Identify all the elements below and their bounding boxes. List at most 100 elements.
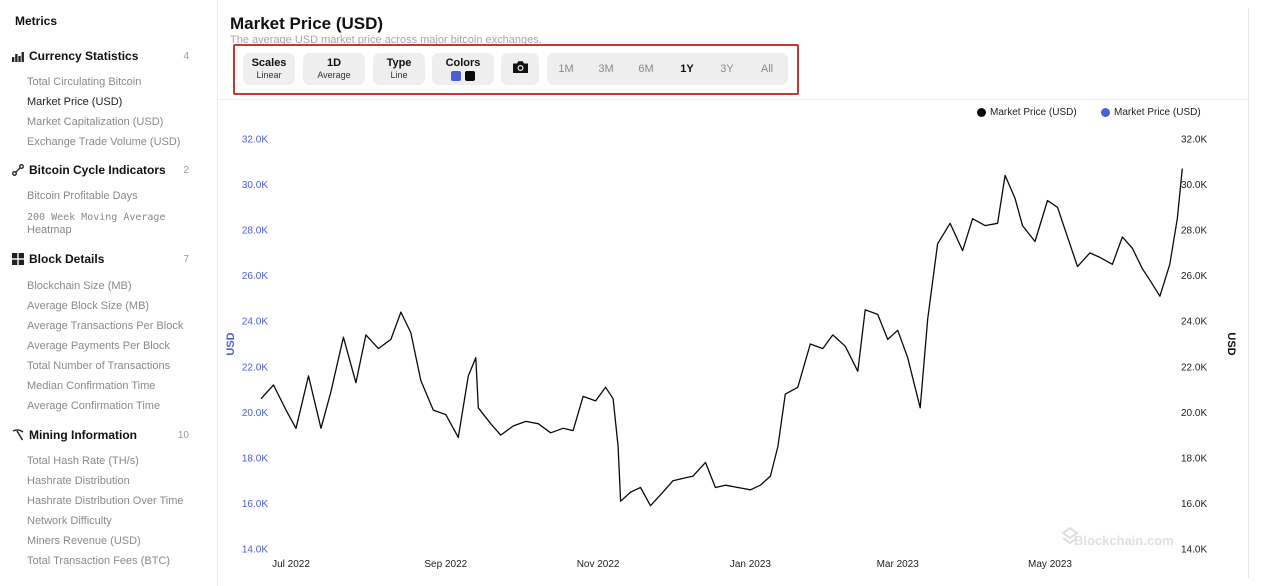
section-label: Block Details	[29, 252, 105, 266]
legend-dot	[1101, 108, 1110, 117]
y-tick-right: 30.0K	[1181, 180, 1207, 191]
type-button[interactable]: Type Line	[373, 53, 425, 85]
range-6m[interactable]: 6M	[638, 63, 654, 75]
sidebar-title: Metrics	[15, 14, 58, 28]
y-tick-right: 18.0K	[1181, 453, 1207, 464]
sidebar-item-heatmap[interactable]: Heatmap	[27, 224, 72, 236]
y-tick-right: 24.0K	[1181, 317, 1207, 328]
sidebar-item-bitcoin-profitable-days[interactable]: Bitcoin Profitable Days	[27, 190, 138, 202]
interval-value: Average	[317, 70, 351, 80]
y-tick-left: 18.0K	[242, 453, 268, 464]
sidebar-item-avg-tx-per-block[interactable]: Average Transactions Per Block	[27, 320, 184, 332]
range-1m[interactable]: 1M	[558, 63, 574, 75]
section-count: 7	[183, 253, 189, 265]
y-axis-left-label: USD	[225, 332, 237, 355]
color-swatch-black[interactable]	[465, 71, 475, 81]
time-range-group: 1M 3M 6M 1Y 3Y All	[547, 53, 788, 85]
header-divider	[219, 99, 1249, 100]
blocks-icon	[11, 253, 24, 266]
y-tick-left: 14.0K	[242, 545, 268, 556]
legend-item-blue[interactable]: Market Price (USD)	[1101, 107, 1201, 118]
sidebar-item-median-confirmation-time[interactable]: Median Confirmation Time	[27, 380, 156, 392]
sidebar-item-total-number-transactions[interactable]: Total Number of Transactions	[27, 360, 171, 372]
x-tick-label: Nov 2022	[577, 559, 620, 570]
color-swatch-blue[interactable]	[451, 71, 461, 81]
y-axis-left: 32.0K 30.0K 28.0K 26.0K 24.0K 22.0K 20.0K 18.0K…	[242, 135, 268, 556]
y-tick-right: 26.0K	[1181, 271, 1207, 282]
bar-chart-icon	[11, 50, 24, 63]
sidebar-item-avg-payments-per-block[interactable]: Average Payments Per Block	[27, 340, 170, 352]
section-currency-statistics[interactable]: Currency Statistics 4	[11, 46, 211, 66]
range-1y[interactable]: 1Y	[680, 63, 694, 75]
chart-toolbar: Scales Linear 1D Average Type Line Color…	[233, 44, 799, 95]
type-value: Line	[390, 70, 408, 80]
series-line-market-price	[260, 168, 1183, 507]
y-tick-right: 14.0K	[1181, 545, 1207, 556]
colors-button[interactable]: Colors	[432, 53, 494, 85]
legend-dot	[977, 108, 986, 117]
x-axis: Jul 2022 Sep 2022 Nov 2022 Jan 2023 Mar 2023…	[272, 559, 1072, 570]
section-mining-information[interactable]: Mining Information 10	[11, 425, 211, 445]
sidebar-item-exchange-trade-volume[interactable]: Exchange Trade Volume (USD)	[27, 136, 181, 148]
x-tick-label: Jan 2023	[730, 559, 772, 570]
y-tick-left: 24.0K	[242, 317, 268, 328]
scales-button[interactable]: Scales Linear	[243, 53, 295, 85]
range-3m[interactable]: 3M	[598, 63, 614, 75]
sidebar-item-total-transaction-fees[interactable]: Total Transaction Fees (BTC)	[27, 555, 171, 567]
page-title: Market Price (USD)	[230, 14, 384, 33]
legend-label: Market Price (USD)	[1114, 107, 1201, 118]
sidebar-item-total-circulating-bitcoin[interactable]: Total Circulating Bitcoin	[27, 76, 142, 88]
cycle-icon	[11, 164, 24, 177]
sidebar-item-miners-revenue[interactable]: Miners Revenue (USD)	[27, 535, 141, 547]
sidebar-item-200-week-ma[interactable]: 200 Week Moving Average	[27, 212, 166, 223]
right-border	[1248, 8, 1249, 578]
sidebar-item-network-difficulty[interactable]: Network Difficulty	[27, 515, 112, 527]
watermark-text: Blockchain.com	[1074, 533, 1174, 548]
x-tick-label: Sep 2022	[424, 559, 467, 570]
y-tick-left: 30.0K	[242, 180, 268, 191]
colors-label: Colors	[445, 57, 481, 69]
y-tick-left: 26.0K	[242, 271, 268, 282]
x-tick-label: Jul 2022	[272, 559, 310, 570]
range-3y[interactable]: 3Y	[720, 63, 734, 75]
y-tick-right: 32.0K	[1181, 135, 1207, 146]
legend-item-black[interactable]: Market Price (USD)	[977, 107, 1077, 118]
sidebar: Metrics Currency Statistics 4 Total Circ…	[0, 0, 218, 586]
pickaxe-icon	[11, 429, 24, 442]
scales-label: Scales	[251, 57, 287, 69]
range-all[interactable]: All	[760, 63, 774, 75]
sidebar-item-market-cap[interactable]: Market Capitalization (USD)	[27, 116, 164, 128]
legend-label: Market Price (USD)	[990, 107, 1077, 118]
y-axis-right: 32.0K 30.0K 28.0K 26.0K 24.0K 22.0K 20.0K 18.0K…	[1181, 135, 1207, 556]
y-tick-right: 22.0K	[1181, 362, 1207, 373]
x-tick-label: May 2023	[1028, 559, 1072, 570]
y-tick-right: 16.0K	[1181, 499, 1207, 510]
y-tick-left: 32.0K	[242, 135, 268, 146]
section-label: Bitcoin Cycle Indicators	[29, 163, 166, 177]
sidebar-item-hashrate-distribution-over-time[interactable]: Hashrate Distribution Over Time	[27, 495, 184, 507]
y-tick-left: 28.0K	[242, 226, 268, 237]
sidebar-item-total-hash-rate[interactable]: Total Hash Rate (TH/s)	[27, 455, 139, 467]
sidebar-item-average-confirmation-time[interactable]: Average Confirmation Time	[27, 400, 161, 412]
sidebar-item-market-price[interactable]: Market Price (USD)	[27, 96, 123, 108]
y-tick-right: 20.0K	[1181, 408, 1207, 419]
section-count: 10	[177, 429, 189, 441]
section-count: 4	[183, 50, 189, 62]
section-block-details[interactable]: Block Details 7	[11, 249, 211, 269]
y-axis-right-label: USD	[1225, 332, 1237, 355]
x-tick-label: Mar 2023	[877, 559, 920, 570]
y-tick-left: 22.0K	[242, 362, 268, 373]
sidebar-item-average-block-size[interactable]: Average Block Size (MB)	[27, 300, 150, 312]
section-bitcoin-cycle-indicators[interactable]: Bitcoin Cycle Indicators 2	[11, 160, 211, 180]
sidebar-item-blockchain-size[interactable]: Blockchain Size (MB)	[27, 280, 132, 292]
type-label: Type	[386, 57, 412, 69]
section-label: Currency Statistics	[29, 49, 139, 63]
screenshot-button[interactable]	[501, 53, 539, 85]
y-tick-right: 28.0K	[1181, 226, 1207, 237]
interval-button[interactable]: 1D Average	[303, 53, 365, 85]
y-tick-left: 20.0K	[242, 408, 268, 419]
sidebar-item-hashrate-distribution[interactable]: Hashrate Distribution	[27, 475, 130, 487]
watermark: Blockchain.com	[1061, 526, 1174, 548]
section-label: Mining Information	[29, 428, 137, 442]
